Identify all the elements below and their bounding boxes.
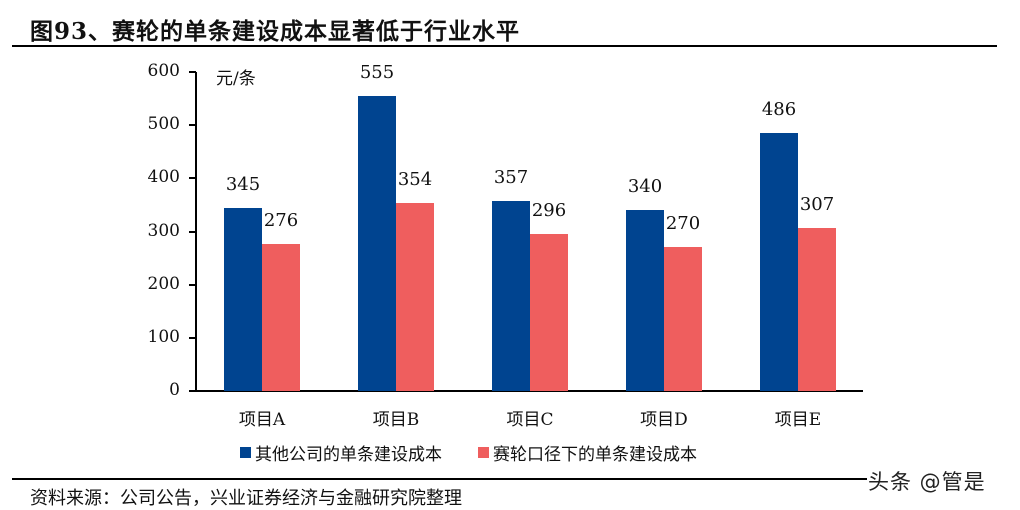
legend-item-other-companies: 其他公司的单条建设成本 bbox=[240, 440, 442, 465]
bar bbox=[530, 233, 568, 391]
y-tick-label: 100 bbox=[147, 326, 180, 347]
x-category-label: 项目B bbox=[372, 410, 420, 430]
bar bbox=[492, 201, 530, 391]
bar bbox=[224, 207, 262, 391]
data-label: 276 bbox=[263, 210, 299, 232]
y-axis bbox=[195, 72, 197, 392]
y-tick bbox=[189, 390, 196, 392]
y-tick bbox=[189, 230, 196, 233]
figure-title: 图93、赛轮的单条建设成本显著低于行业水平 bbox=[30, 18, 521, 45]
y-tick-label: 300 bbox=[147, 220, 180, 241]
y-axis-unit-label: 元/条 bbox=[216, 69, 256, 89]
data-label: 270 bbox=[665, 213, 701, 235]
data-label: 307 bbox=[799, 193, 835, 215]
y-tick-label: 200 bbox=[147, 273, 180, 294]
y-tick bbox=[189, 336, 196, 339]
data-label: 296 bbox=[531, 199, 567, 221]
data-label: 486 bbox=[761, 98, 797, 120]
legend-item-sailun: 赛轮口径下的单条建设成本 bbox=[478, 440, 697, 465]
legend-label: 其他公司的单条建设成本 bbox=[255, 445, 442, 465]
legend-swatch-blue bbox=[240, 447, 251, 458]
y-tick bbox=[189, 283, 196, 286]
y-tick bbox=[189, 71, 196, 73]
y-tick bbox=[189, 124, 196, 127]
title-divider bbox=[12, 45, 997, 47]
y-tick-label: 400 bbox=[147, 167, 180, 188]
x-category-label: 项目A bbox=[238, 410, 286, 430]
legend-swatch-red bbox=[478, 447, 489, 458]
y-tick bbox=[189, 177, 196, 180]
y-tick-label: 500 bbox=[147, 114, 180, 135]
y-tick-label: 0 bbox=[169, 380, 180, 400]
bar bbox=[396, 202, 434, 391]
x-category-label: 项目E bbox=[774, 410, 822, 430]
source-divider bbox=[12, 478, 867, 480]
bar bbox=[626, 210, 664, 391]
legend: 其他公司的单条建设成本 赛轮口径下的单条建设成本 bbox=[240, 440, 697, 465]
bar bbox=[358, 95, 396, 391]
y-tick-label: 600 bbox=[147, 61, 180, 81]
data-label: 345 bbox=[225, 173, 261, 195]
watermark: 头条 @管是 bbox=[868, 470, 986, 494]
data-label: 340 bbox=[627, 176, 663, 198]
bar bbox=[798, 227, 836, 391]
x-category-label: 项目C bbox=[506, 410, 554, 430]
data-label: 555 bbox=[359, 61, 395, 83]
bar bbox=[760, 132, 798, 391]
bar bbox=[262, 244, 300, 391]
data-label: 354 bbox=[397, 168, 433, 190]
bar bbox=[664, 247, 702, 391]
data-label: 357 bbox=[493, 167, 529, 189]
source-note: 资料来源：公司公告，兴业证券经济与金融研究院整理 bbox=[30, 488, 462, 509]
x-axis bbox=[195, 390, 863, 392]
x-category-label: 项目D bbox=[640, 410, 688, 430]
legend-label: 赛轮口径下的单条建设成本 bbox=[493, 445, 697, 465]
